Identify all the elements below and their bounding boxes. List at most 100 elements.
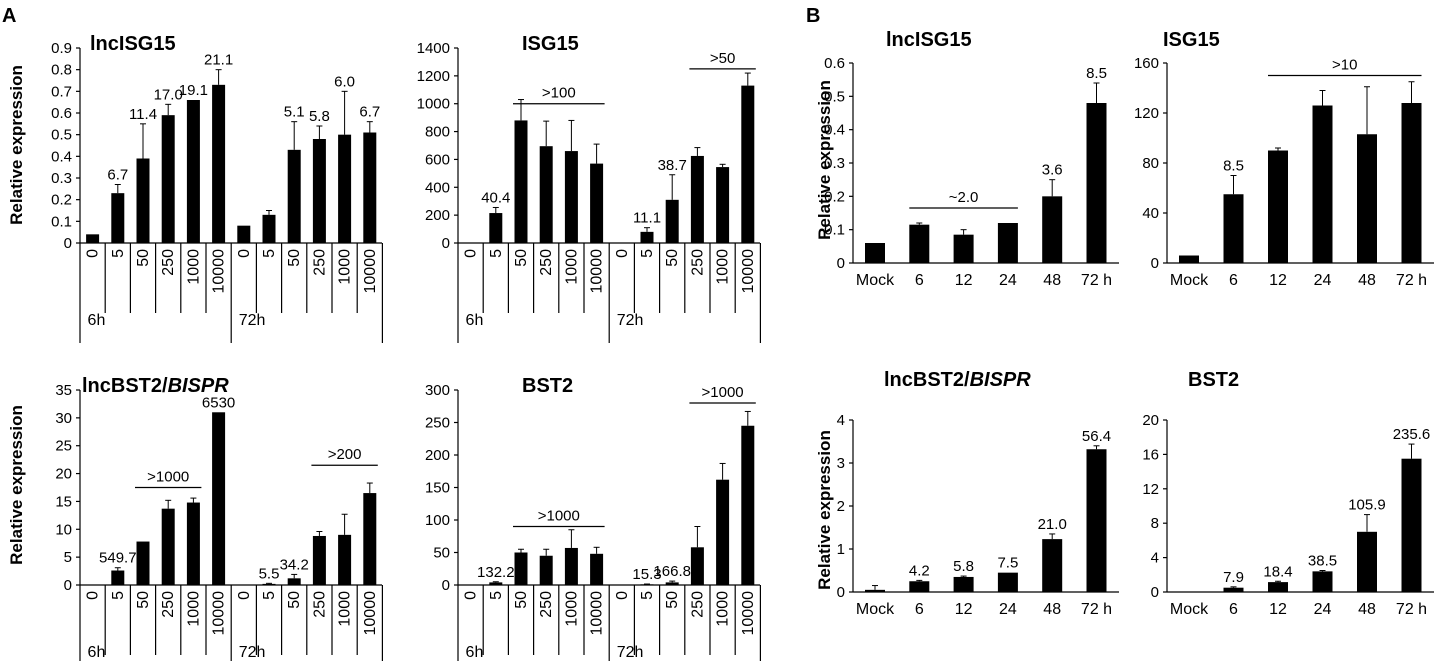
y-tick-label: 1 [837, 541, 845, 558]
y-tick-label: 80 [1142, 155, 1159, 172]
bar [212, 84, 226, 243]
y-tick-label: 0.1 [824, 222, 845, 239]
bar [865, 589, 885, 592]
y-tick-label: 200 [425, 447, 450, 464]
x-tick-label: 5 [261, 249, 278, 258]
x-tick-label: 0 [236, 249, 253, 258]
x-tick-label: 5 [488, 249, 505, 258]
y-tick-label: 0.2 [824, 188, 845, 205]
y-tick-label: 0 [837, 255, 845, 272]
y-tick-label: 3 [837, 455, 845, 472]
bar [489, 582, 503, 585]
bar [1357, 134, 1377, 263]
x-tick-label: 250 [689, 249, 706, 276]
data-label: 5.1 [284, 104, 305, 121]
data-label: 3.6 [1042, 162, 1063, 179]
x-tick-label: 50 [664, 249, 681, 267]
x-tick-label: 24 [1314, 601, 1332, 618]
x-tick-label: 5 [488, 591, 505, 600]
y-tick-label: 0.1 [51, 213, 72, 230]
x-tick-label: 1000 [337, 591, 354, 627]
y-tick-label: 0.3 [824, 155, 845, 172]
bar [1268, 150, 1288, 263]
x-group-label: 72h [239, 312, 266, 329]
x-tick-label: 12 [1269, 272, 1287, 289]
y-tick-label: 0 [1151, 584, 1159, 601]
x-tick-label: 10000 [740, 249, 757, 294]
bar [514, 120, 528, 243]
y-tick-label: 4 [1151, 550, 1159, 567]
bar [741, 85, 755, 243]
data-label: 8.5 [1086, 65, 1107, 82]
data-label: 8.5 [1223, 158, 1244, 175]
y-tick-label: 40 [1142, 205, 1159, 222]
x-tick-label: 1000 [563, 591, 580, 627]
data-label: 11.1 [633, 210, 661, 227]
x-group-label: 6h [466, 644, 484, 661]
bracket-label: ~2.0 [949, 189, 979, 206]
bar [564, 151, 578, 243]
x-tick-label: 5 [110, 249, 127, 258]
x-tick-label: 0 [236, 591, 253, 600]
data-label: 5.8 [309, 108, 330, 125]
y-tick-label: 16 [1142, 446, 1159, 463]
bar [1042, 539, 1063, 592]
bar [1042, 196, 1063, 263]
y-tick-label: 1000 [417, 96, 450, 113]
bar [1223, 587, 1244, 592]
data-label: 38.5 [1308, 553, 1337, 570]
x-tick-label: 10000 [589, 591, 606, 636]
x-tick-label: 6 [915, 272, 924, 289]
data-label: 19.1 [179, 82, 208, 99]
data-label: 105.9 [1348, 497, 1386, 514]
bar [312, 139, 326, 243]
x-tick-label: 5 [639, 591, 656, 600]
y-tick-label: 0 [64, 235, 72, 252]
y-tick-label: 2 [837, 498, 845, 515]
bracket-label: >1000 [702, 384, 744, 401]
y-tick-label: 250 [425, 415, 450, 432]
bracket-label: >100 [542, 85, 576, 102]
x-tick-label: 1000 [185, 591, 202, 627]
bracket-label: >200 [328, 446, 362, 463]
x-tick-label: 50 [135, 591, 152, 609]
panel-label-a: A [2, 5, 16, 27]
y-tick-label: 12 [1142, 481, 1159, 498]
chart-title-text: lncBST2/ [884, 369, 970, 391]
data-label: 235.6 [1393, 426, 1431, 443]
y-tick-label: 1200 [417, 68, 450, 85]
x-tick-label: 50 [135, 249, 152, 267]
x-tick-label: 5 [639, 249, 656, 258]
bar [997, 223, 1018, 263]
y-tick-label: 800 [425, 124, 450, 141]
x-tick-label: 48 [1358, 601, 1376, 618]
x-tick-label: 1000 [185, 249, 202, 285]
x-tick-label: 50 [286, 249, 303, 267]
y-tick-label: 0.6 [51, 105, 72, 122]
y-tick-label: 0 [64, 577, 72, 594]
y-tick-label: 20 [1142, 412, 1159, 429]
bar [161, 115, 175, 243]
bar [539, 146, 553, 243]
x-tick-label: 24 [1314, 272, 1332, 289]
x-tick-label: 12 [1269, 601, 1287, 618]
chart-title: lncBST2/BISPR [82, 375, 229, 397]
y-tick-label: 0 [442, 577, 450, 594]
bar [338, 134, 352, 243]
x-tick-label: 0 [85, 591, 102, 600]
data-label: 166.8 [653, 563, 691, 580]
bar [564, 547, 578, 585]
y-tick-label: 150 [425, 480, 450, 497]
x-tick-label: 48 [1043, 272, 1061, 289]
x-tick-label: Mock [1170, 601, 1209, 618]
chart-title: lncISG15 [90, 33, 176, 55]
bar [640, 231, 654, 243]
bar [665, 582, 679, 585]
y-tick-label: 8 [1151, 515, 1159, 532]
y-tick-label: 0.4 [51, 148, 72, 165]
y-tick-label: 0.6 [824, 55, 845, 72]
y-tick-label: 10 [55, 521, 72, 538]
bar [136, 158, 150, 243]
